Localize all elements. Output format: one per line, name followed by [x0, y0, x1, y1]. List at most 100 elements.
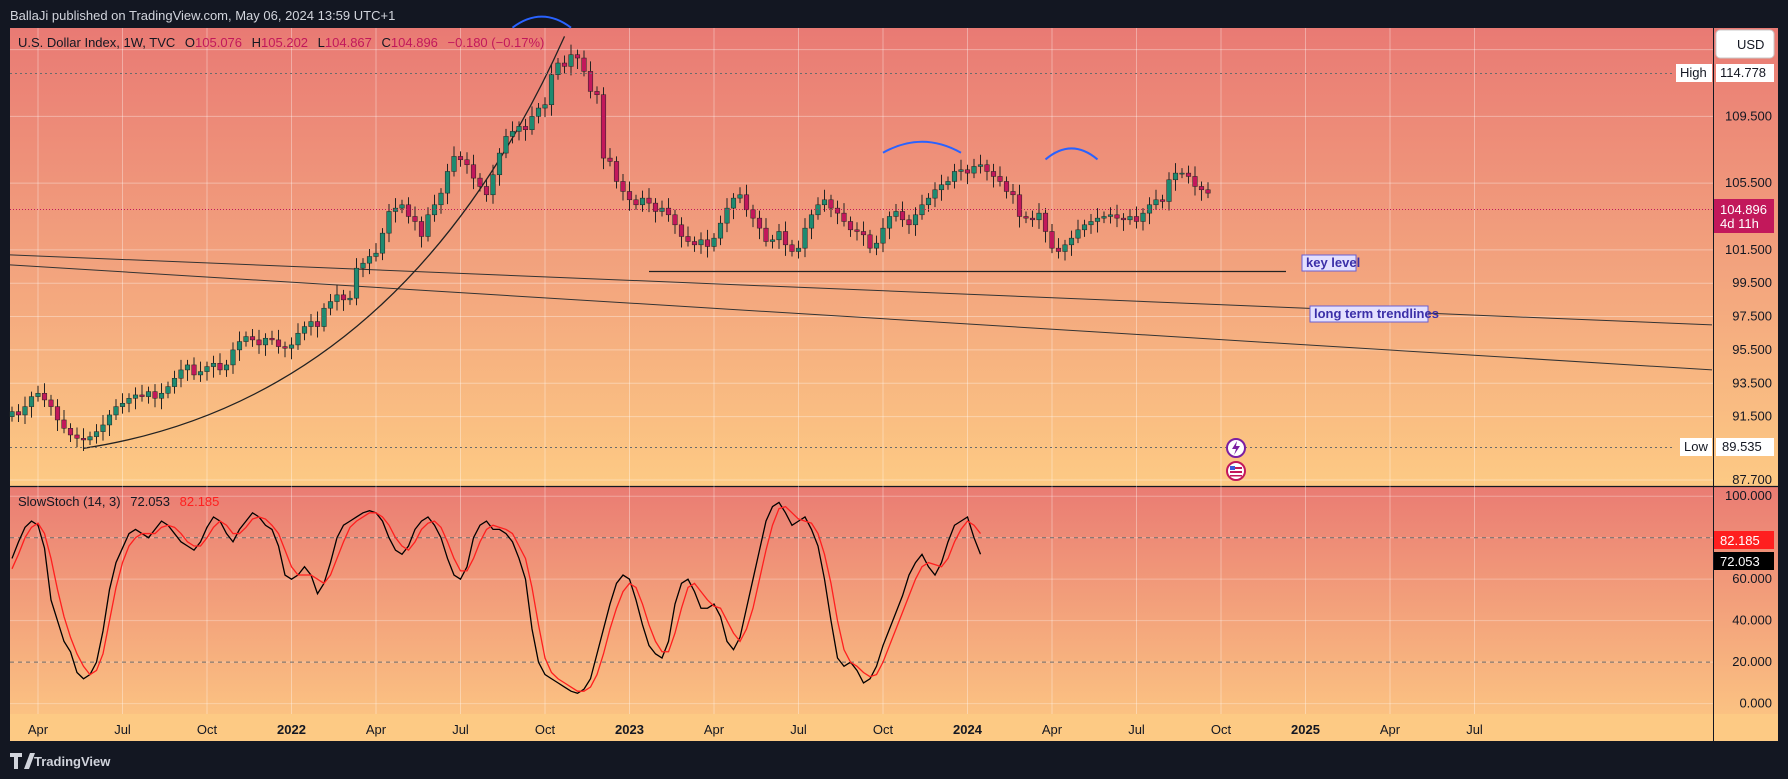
- candle-down: [841, 212, 847, 222]
- time-tick-label: Apr: [1380, 722, 1401, 737]
- candle-down: [249, 336, 256, 341]
- candle-up: [880, 227, 886, 244]
- long-term-annotation[interactable]: long term trendlines: [1309, 305, 1439, 323]
- candle-up: [425, 214, 431, 237]
- candle-up: [132, 394, 139, 399]
- candle-up: [353, 267, 360, 299]
- top-arc: [882, 140, 962, 154]
- candle-down: [607, 157, 613, 162]
- candle-up: [886, 216, 893, 229]
- candle-down: [483, 186, 490, 196]
- candle-down: [613, 161, 620, 182]
- candle-up: [106, 414, 113, 426]
- candle-down: [412, 216, 418, 222]
- candle-down: [652, 202, 659, 212]
- lightning-event-icon[interactable]: [1226, 438, 1246, 458]
- candle-up: [1036, 212, 1042, 221]
- time-tick-label: Apr: [28, 722, 49, 737]
- candle-up: [360, 262, 366, 269]
- candle-up: [1088, 221, 1094, 226]
- candle-up: [548, 74, 555, 105]
- low-value-label: 89.535: [1722, 439, 1762, 454]
- currency-button[interactable]: USD: [1715, 29, 1775, 59]
- candle-up: [912, 214, 919, 226]
- candle-down: [691, 241, 698, 246]
- stoch-k-value: 72.053: [130, 494, 170, 509]
- candle-down: [626, 191, 633, 201]
- candle-up: [808, 214, 815, 229]
- high-value-label: 114.778: [1720, 65, 1766, 80]
- candle-up: [223, 364, 230, 371]
- price-tick-label: 97.500: [1732, 309, 1772, 324]
- high-tag: High: [1680, 65, 1707, 80]
- candle-up: [399, 204, 405, 209]
- candle-up: [366, 256, 373, 264]
- stoch-tick-label: 100.000: [1725, 488, 1772, 503]
- candle-up: [1153, 199, 1159, 206]
- time-tick-label: Oct: [1211, 722, 1232, 737]
- key-level-annotation[interactable]: key level: [1301, 254, 1360, 272]
- candle-down: [750, 209, 756, 219]
- candle-down: [340, 294, 347, 301]
- candle-down: [15, 411, 22, 416]
- candle-up: [1140, 212, 1146, 222]
- symbol-name: U.S. Dollar Index, 1W, TVC: [18, 35, 175, 50]
- time-tick-label: 2024: [953, 722, 983, 737]
- candle-down: [763, 227, 769, 242]
- candle-up: [9, 411, 15, 417]
- current-price-label: 104.896: [1720, 202, 1767, 217]
- candle-down: [997, 176, 1003, 182]
- candle-down: [600, 94, 607, 159]
- candle-down: [860, 231, 867, 236]
- candle-up: [503, 136, 509, 154]
- candle-up: [958, 169, 964, 172]
- candle-down: [964, 169, 971, 174]
- low-marker: Low 89.535: [10, 438, 1774, 456]
- low-label: L: [318, 35, 325, 50]
- us-flag-event-icon[interactable]: [1226, 461, 1246, 481]
- candle-down: [522, 126, 529, 130]
- candle-down: [269, 337, 275, 341]
- svg-text:SlowStoch (14, 3) 72.0: SlowStoch (14, 3) 72.053 82.185: [18, 494, 219, 509]
- publish-line: BallaJi published on TradingView.com, Ma…: [10, 8, 395, 23]
- long-term-trendline-lower: [9, 264, 1713, 371]
- candle-down: [906, 219, 912, 226]
- time-tick-label: Jul: [790, 722, 807, 737]
- stoch-name: SlowStoch (14, 3): [18, 494, 121, 509]
- candle-up: [93, 431, 100, 437]
- tradingview-logo[interactable]: TradingView: [10, 753, 111, 769]
- candle-down: [847, 221, 854, 231]
- candle-up: [951, 171, 958, 182]
- candle-down: [678, 224, 685, 237]
- candle-up: [1075, 229, 1081, 239]
- stoch-d-tag-value: 82.185: [1720, 533, 1760, 548]
- candle-down: [899, 211, 906, 221]
- price-tick-label: 87.700: [1732, 472, 1772, 487]
- stoch-lines: [11, 501, 982, 694]
- time-tick-label: Jul: [452, 722, 469, 737]
- candle-down: [756, 217, 763, 229]
- candle-up: [145, 391, 152, 397]
- candle-up: [113, 406, 119, 416]
- stoch-d-value: 82.185: [180, 494, 220, 509]
- current-price-marker: 104.896 4d 11h: [10, 199, 1774, 233]
- candle-up: [932, 189, 938, 199]
- candle-up: [490, 174, 496, 196]
- stoch-tick-label: 20.000: [1732, 654, 1772, 669]
- candle-down: [191, 364, 197, 376]
- candle-up: [35, 393, 41, 397]
- price-tick-label: 101.500: [1725, 242, 1772, 257]
- candle-up: [568, 54, 574, 67]
- price-tick-label: 109.500: [1725, 108, 1772, 123]
- price-tick-label: 95.500: [1732, 342, 1772, 357]
- candle-up: [327, 301, 334, 309]
- candle-up: [210, 362, 217, 367]
- candle-up: [1127, 216, 1133, 221]
- candle-down: [464, 159, 470, 166]
- change-value: −0.180 (−0.17%): [448, 35, 545, 50]
- candle-up: [1062, 244, 1068, 252]
- candle-down: [1120, 217, 1127, 221]
- candle-up: [717, 222, 724, 239]
- candle-up: [1166, 179, 1172, 202]
- parabolic-trendline: [83, 36, 566, 449]
